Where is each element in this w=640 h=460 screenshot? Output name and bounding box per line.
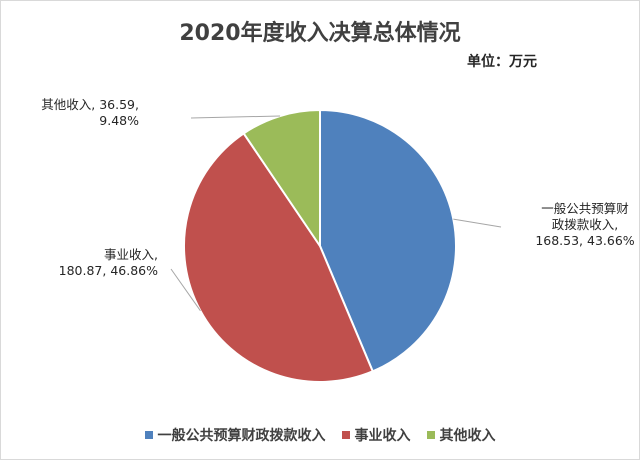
legend-label-business-income: 事业收入 bbox=[354, 428, 411, 444]
legend-swatch-business-income bbox=[341, 431, 350, 439]
data-label-general-budget-line: 政拨款收入, bbox=[552, 217, 618, 232]
leader-line-business-income bbox=[170, 268, 201, 312]
data-label-other-income-line: 9.48% bbox=[99, 113, 139, 128]
pie-slice-business-income bbox=[183, 132, 375, 383]
legend-label-general-budget: 一般公共预算财政拨款收入 bbox=[157, 428, 326, 444]
legend: 一般公共预算财政拨款收入 事业收入 其他收入 bbox=[1, 425, 639, 445]
data-label-general-budget-line: 168.53, 43.66% bbox=[535, 233, 634, 248]
legend-item-general-budget: 一般公共预算财政拨款收入 bbox=[144, 425, 326, 445]
data-label-general-budget-line: 一般公共预算财 bbox=[541, 201, 629, 216]
leader-line-general-budget bbox=[453, 218, 502, 228]
data-label-business-income-line: 180.87, 46.86% bbox=[59, 263, 158, 278]
data-label-business-income-line: 事业收入, bbox=[104, 247, 158, 262]
unit-label: 单位：万元 bbox=[467, 54, 537, 70]
data-label-general-budget: 一般公共预算财政拨款收入, 168.53, 43.66% bbox=[535, 201, 634, 248]
leader-line-other-income bbox=[190, 115, 281, 119]
data-label-business-income: 事业收入, 180.87, 46.86% bbox=[59, 247, 158, 278]
legend-swatch-other-income bbox=[426, 431, 435, 439]
pie-slice-other-income bbox=[242, 108, 321, 250]
legend-label-other-income: 其他收入 bbox=[439, 428, 496, 444]
data-label-other-income: 其他收入, 36.59, 9.48% bbox=[41, 97, 139, 128]
legend-item-other-income: 其他收入 bbox=[426, 425, 496, 445]
legend-item-business-income: 事业收入 bbox=[341, 425, 411, 445]
pie-slice-general-budget bbox=[319, 108, 457, 373]
data-label-other-income-line: 其他收入, 36.59, bbox=[41, 97, 139, 112]
chart-title: 2020年度收入决算总体情况 bbox=[179, 21, 461, 46]
legend-swatch-general-budget bbox=[144, 431, 153, 439]
